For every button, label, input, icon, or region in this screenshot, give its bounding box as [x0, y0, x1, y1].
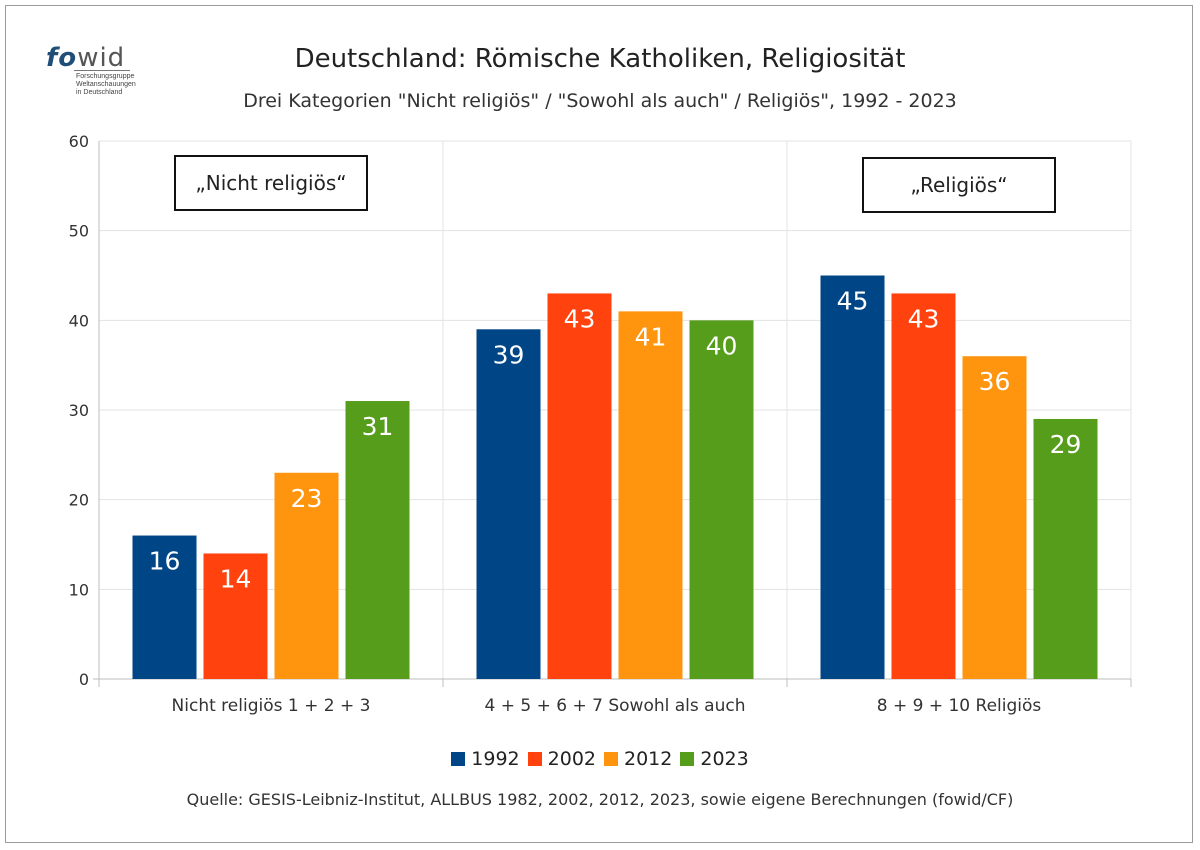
data-label: 16: [149, 547, 181, 576]
y-tick-label: 0: [79, 670, 89, 689]
legend-item-2002: 2002: [527, 748, 596, 770]
bar-2023-1: [689, 320, 754, 679]
legend-item-2023: 2023: [680, 748, 749, 770]
legend-label: 2023: [700, 748, 749, 770]
bar-1992-2: [820, 275, 885, 679]
y-tick-label: 30: [69, 401, 89, 420]
legend-item-2012: 2012: [604, 748, 672, 770]
logo-line-3: in Deutschland: [76, 89, 123, 96]
data-label: 43: [564, 304, 596, 333]
source-note: Quelle: GESIS-Leibniz-Institut, ALLBUS 1…: [186, 790, 1014, 809]
chart-frame: [5, 5, 1193, 843]
category-label: 8 + 9 + 10 Religiös: [877, 696, 1042, 716]
data-label: 31: [362, 412, 394, 441]
annotation-box: „Religiös“: [862, 157, 1056, 213]
annotation-text: „Nicht religiös“: [195, 171, 346, 195]
bar-2002-2: [891, 293, 956, 679]
legend-label: 2002: [547, 748, 596, 770]
legend-label: 2012: [624, 748, 673, 770]
legend-label: 1992: [471, 748, 520, 770]
y-tick-label: 50: [69, 222, 89, 241]
logo-wordmark: fowid: [46, 43, 126, 73]
y-tick-label: 20: [69, 491, 89, 510]
category-label: Nicht religiös 1 + 2 + 3: [172, 696, 371, 716]
legend-swatch: [604, 752, 618, 766]
bar-2002-1: [547, 293, 612, 679]
bar-1992-0: [132, 535, 197, 679]
annotation-box: „Nicht religiös“: [174, 155, 368, 211]
data-label: 29: [1050, 430, 1082, 459]
bar-1992-1: [476, 329, 541, 679]
legend-swatch: [527, 752, 542, 766]
data-label: 39: [493, 340, 525, 369]
data-label: 23: [291, 484, 323, 513]
logo-line-2: Weltanschauungen: [76, 81, 136, 88]
bar-2023-0: [345, 401, 410, 679]
legend: 1992 2002 2012 2023: [0, 748, 1200, 770]
data-label: 43: [908, 304, 940, 333]
legend-swatch: [680, 752, 695, 766]
fowid-logo: fowid Forschungsgruppe Weltanschauungen …: [46, 44, 156, 104]
data-label: 45: [837, 287, 869, 316]
bar-2012-0: [274, 472, 339, 679]
data-label: 41: [635, 322, 667, 351]
bar-2002-0: [203, 553, 268, 679]
annotation-border: [862, 157, 1056, 213]
legend-item-1992: 1992: [451, 748, 520, 770]
bar-2012-2: [962, 356, 1027, 679]
chart-title: Deutschland: Römische Katholiken, Religi…: [294, 44, 906, 74]
annotation-text: „Religiös“: [910, 173, 1007, 197]
chart-subtitle: Drei Kategorien "Nicht religiös" / "Sowo…: [243, 90, 957, 112]
data-label: 36: [979, 367, 1011, 396]
y-tick-label: 60: [69, 132, 89, 151]
y-tick-label: 10: [69, 580, 89, 599]
bar-2023-2: [1033, 418, 1098, 679]
bar-2012-1: [618, 311, 683, 679]
logo-line-1: Forschungsgruppe: [76, 73, 135, 80]
category-label: 4 + 5 + 6 + 7 Sowohl als auch: [485, 696, 746, 716]
legend-swatch: [451, 752, 466, 766]
y-tick-label: 40: [69, 311, 89, 330]
data-label: 14: [220, 564, 252, 593]
data-label: 40: [706, 331, 738, 360]
annotation-border: [174, 155, 368, 211]
